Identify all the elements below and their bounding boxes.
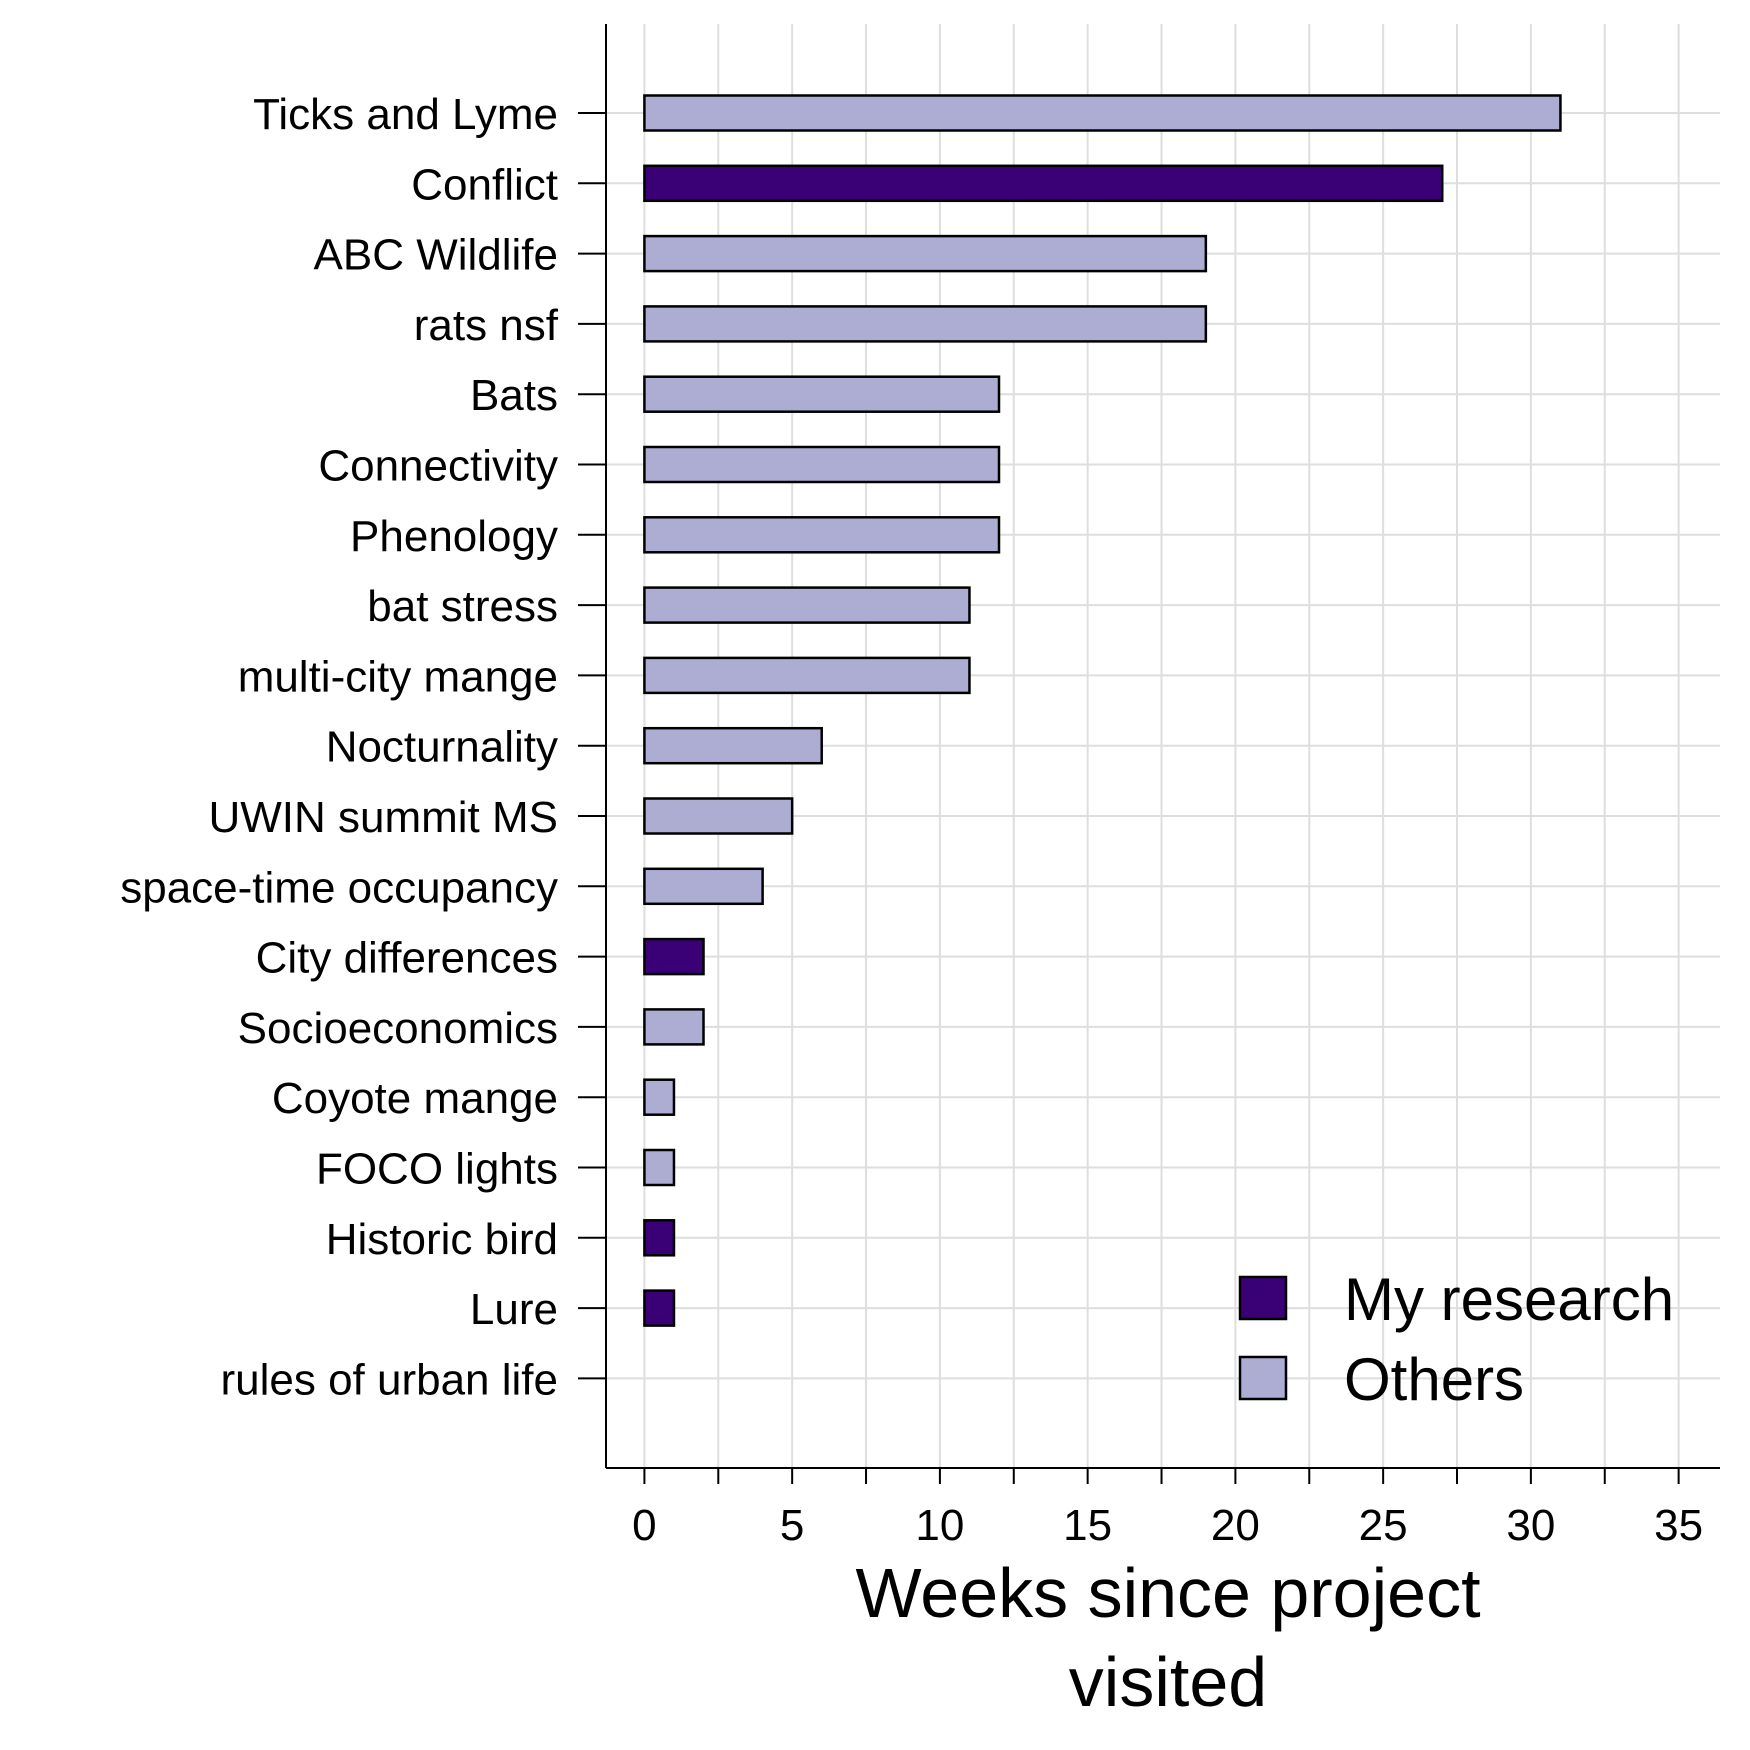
bar (643, 726, 823, 765)
bar (643, 1008, 705, 1046)
bar (643, 234, 1208, 273)
category-label: ABC Wildlife (314, 231, 559, 280)
bar (643, 867, 764, 906)
category-label: Socioeconomics (238, 1004, 558, 1053)
bar (643, 1078, 676, 1116)
x-axis-title-line-2: visited (1069, 1643, 1267, 1721)
axis-layer (578, 24, 1720, 1484)
legend-label: Others (1344, 1346, 1524, 1413)
bar (643, 516, 1001, 554)
bar (643, 937, 705, 976)
category-label: Phenology (350, 512, 558, 561)
x-tick-label: 0 (632, 1501, 656, 1550)
bar (643, 305, 1208, 343)
category-label: bat stress (367, 582, 558, 631)
category-label: space-time occupancy (120, 863, 558, 912)
bar (643, 375, 1001, 413)
x-tick-label: 25 (1359, 1501, 1408, 1550)
category-label: Lure (470, 1285, 558, 1334)
category-label: Conflict (411, 160, 558, 209)
bar-layer (643, 94, 1562, 1327)
bar (643, 1148, 676, 1187)
category-label: FOCO lights (316, 1145, 558, 1194)
x-tick-label: 15 (1063, 1501, 1112, 1550)
category-label: Ticks and Lyme (253, 90, 558, 139)
x-tick-label: 30 (1506, 1501, 1555, 1550)
category-label: rats nsf (414, 301, 559, 350)
category-label: City differences (256, 934, 558, 983)
legend-label: My research (1344, 1266, 1674, 1333)
category-label: Historic bird (326, 1215, 558, 1264)
category-label: Connectivity (318, 442, 558, 491)
bar (643, 1219, 676, 1257)
legend-swatch (1238, 1275, 1288, 1321)
category-label: rules of urban life (220, 1355, 558, 1404)
category-label: Bats (470, 371, 558, 420)
legend-swatch (1238, 1355, 1288, 1401)
x-tick-label: 5 (780, 1501, 804, 1550)
label-layer: Ticks and Lyme Conflict ABC Wildlife rats n… (120, 90, 1703, 1550)
bar (643, 445, 1001, 484)
x-tick-label: 10 (915, 1501, 964, 1550)
category-label: Coyote mange (272, 1074, 558, 1123)
x-tick-label: 20 (1211, 1501, 1260, 1550)
x-tick-label: 35 (1654, 1501, 1703, 1550)
legend: My research Others (1238, 1266, 1674, 1413)
category-label: UWIN summit MS (208, 793, 558, 842)
bar (643, 164, 1444, 203)
bar (643, 586, 971, 624)
bar (643, 1289, 676, 1327)
x-axis-title-line-1: Weeks since project (855, 1554, 1480, 1632)
bar (643, 656, 971, 695)
bar (643, 797, 794, 835)
bar (643, 94, 1562, 132)
category-label: multi-city mange (238, 652, 558, 701)
category-label: Nocturnality (326, 723, 558, 772)
